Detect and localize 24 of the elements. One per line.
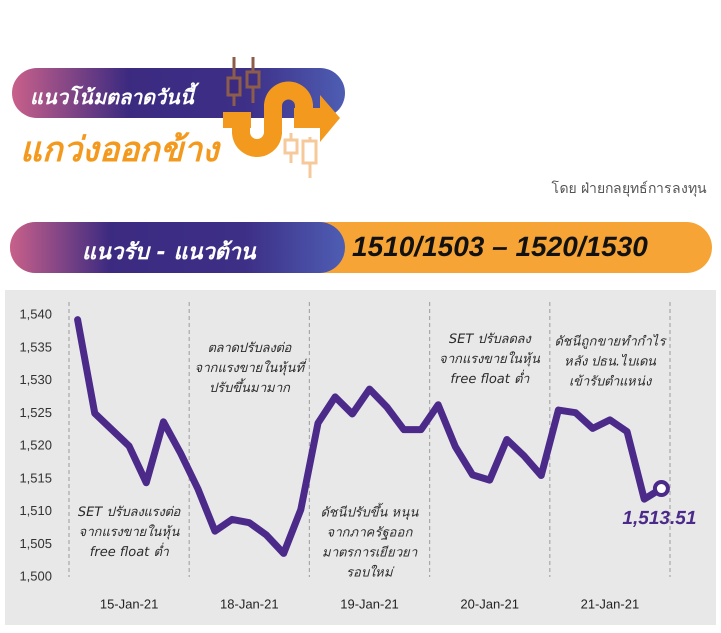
- chart-subtitle: แกว่งออกข้าง: [20, 129, 219, 172]
- y-tick-label: 1,510: [19, 503, 52, 518]
- annotation: ดัชนีปรับขึ้น หนุน จากภาครัฐออก มาตรการเยียวยา รอบใหม่: [320, 502, 420, 581]
- x-tick-label: 20-Jan-21: [460, 596, 519, 612]
- annotation: ตลาดปรับลงต่อ จากแรงขายในหุ้นที่ ปรับขึ้นมามาก: [194, 340, 308, 396]
- x-tick-label: 21-Jan-21: [580, 596, 640, 612]
- y-tick-label: 1,530: [19, 372, 52, 388]
- text: 1510/1503 – 1520/1530: [352, 231, 648, 263]
- x-tick-label: 15-Jan-21: [100, 596, 158, 612]
- y-tick-label: 1,515: [19, 470, 52, 486]
- y-tick-label: 1,535: [19, 339, 52, 354]
- y-tick-label: 1,505: [19, 536, 52, 551]
- y-tick-label: 1,500: [19, 568, 52, 584]
- y-tick-label: 1,540: [19, 306, 52, 322]
- y-tick-label: 1,525: [19, 404, 52, 420]
- y-tick-label: 1,520: [19, 438, 52, 453]
- text: แนวรับ - แนวต้าน: [82, 239, 256, 267]
- annotation: SET ปรับลดลง จากแรงขายในหุ้น free float ต่ำ: [439, 332, 542, 387]
- x-tick-label: 19-Jan-21: [340, 596, 399, 612]
- annotation: ดัชนีถูกขายทำกำไร หลัง ปธน.ไบเดน เข้ารับตำแหน่ง: [554, 333, 668, 390]
- data-label: 1,513.51: [622, 508, 696, 529]
- x-tick-label: 18-Jan-21: [220, 596, 279, 612]
- text: โดย ฝ่ายกลยุทธ์การลงทุน: [552, 180, 707, 199]
- annotation: SET ปรับลงแรงต่อ จากแรงขายในหุ้น free float ต่ำ: [78, 505, 182, 560]
